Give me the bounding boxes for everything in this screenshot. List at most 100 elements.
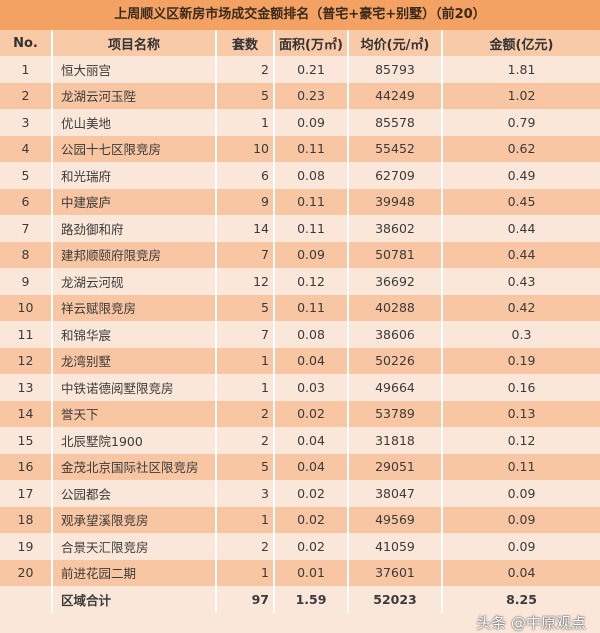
cell-name: 建邦顺颐府限竞房 (52, 241, 217, 268)
cell-units: 5 (216, 453, 275, 480)
table-row: 14 誉天下 2 0.02 53789 0.13 (0, 400, 600, 427)
cell-area: 0.11 (274, 188, 349, 215)
table-row: 10 祥云赋限竞房 5 0.11 40288 0.42 (0, 294, 600, 321)
cell-name: 金茂北京国际社区限竞房 (52, 453, 217, 480)
cell-price: 39948 (348, 188, 443, 215)
cell-name: 恒大丽宫 (52, 56, 217, 83)
table-row: 15 北辰墅院1900 2 0.04 31818 0.12 (0, 427, 600, 454)
cell-price: 40288 (348, 294, 443, 321)
table-row: 1 恒大丽宫 2 0.21 85793 1.81 (0, 56, 600, 83)
cell-units: 1 (216, 506, 275, 533)
cell-no: 8 (0, 241, 53, 268)
cell-price: 53789 (348, 400, 443, 427)
cell-area: 0.04 (274, 347, 349, 374)
cell-no: 4 (0, 135, 53, 162)
table-row: 19 合景天汇限竞房 2 0.02 41059 0.09 (0, 533, 600, 560)
cell-area: 0.04 (274, 427, 349, 454)
header-area: 面积(万㎡) (274, 30, 349, 56)
cell-price: 50226 (348, 347, 443, 374)
cell-name: 龙湾别墅 (52, 347, 217, 374)
cell-name: 誉天下 (52, 400, 217, 427)
cell-price: 31818 (348, 427, 443, 454)
cell-area: 0.02 (274, 533, 349, 560)
cell-amount: 0.3 (442, 321, 600, 348)
cell-no: 14 (0, 400, 53, 427)
cell-units: 2 (216, 400, 275, 427)
header-amount: 金额(亿元) (442, 30, 600, 56)
cell-units: 3 (216, 480, 275, 507)
cell-area: 0.12 (274, 268, 349, 295)
total-cell-units: 97 (216, 586, 275, 613)
cell-price: 38602 (348, 215, 443, 242)
cell-name: 祥云赋限竞房 (52, 294, 217, 321)
table-row: 13 中铁诺德阅墅限竞房 1 0.03 49664 0.16 (0, 374, 600, 401)
cell-units: 7 (216, 241, 275, 268)
cell-price: 36692 (348, 268, 443, 295)
cell-no: 11 (0, 321, 53, 348)
table-row: 3 优山美地 1 0.09 85578 0.79 (0, 109, 600, 136)
cell-price: 38047 (348, 480, 443, 507)
cell-name: 公园十七区限竞房 (52, 135, 217, 162)
cell-no: 18 (0, 506, 53, 533)
cell-area: 0.08 (274, 321, 349, 348)
cell-name: 公园都会 (52, 480, 217, 507)
cell-area: 0.11 (274, 294, 349, 321)
cell-amount: 0.44 (442, 241, 600, 268)
cell-no: 6 (0, 188, 53, 215)
cell-units: 6 (216, 162, 275, 189)
cell-name: 龙湖云河砚 (52, 268, 217, 295)
total-cell-price: 52023 (348, 586, 443, 613)
cell-price: 62709 (348, 162, 443, 189)
cell-amount: 0.44 (442, 215, 600, 242)
cell-name: 中建宸庐 (52, 188, 217, 215)
cell-amount: 0.13 (442, 400, 600, 427)
cell-amount: 0.09 (442, 533, 600, 560)
cell-area: 0.08 (274, 162, 349, 189)
cell-no: 9 (0, 268, 53, 295)
cell-amount: 0.19 (442, 347, 600, 374)
watermark-strip: 头条 @中原观点 (0, 612, 600, 633)
cell-units: 1 (216, 559, 275, 586)
cell-amount: 0.43 (442, 268, 600, 295)
cell-units: 2 (216, 427, 275, 454)
cell-amount: 0.11 (442, 453, 600, 480)
total-row: 区域合计 97 1.59 52023 8.25 (0, 586, 600, 613)
cell-no: 2 (0, 82, 53, 109)
cell-area: 0.09 (274, 109, 349, 136)
cell-area: 0.11 (274, 215, 349, 242)
ranking-table: No. 项目名称 套数 面积(万㎡) 均价(元/㎡) 金额(亿元) 1 恒大丽宫 2… (0, 30, 600, 613)
cell-amount: 1.02 (442, 82, 600, 109)
cell-no: 20 (0, 559, 53, 586)
cell-units: 1 (216, 347, 275, 374)
cell-name: 龙湖云河玉陛 (52, 82, 217, 109)
table-row: 20 前进花园二期 1 0.01 37601 0.04 (0, 559, 600, 586)
cell-price: 85793 (348, 56, 443, 83)
cell-name: 前进花园二期 (52, 559, 217, 586)
table-title: 上周顺义区新房市场成交金额排名（普宅+豪宅+别墅）（前20） (0, 0, 600, 30)
cell-name: 和锦华宸 (52, 321, 217, 348)
cell-no: 7 (0, 215, 53, 242)
cell-amount: 1.81 (442, 56, 600, 83)
cell-no: 1 (0, 56, 53, 83)
total-cell-name: 区域合计 (52, 586, 217, 613)
cell-price: 85578 (348, 109, 443, 136)
cell-price: 41059 (348, 533, 443, 560)
cell-price: 38606 (348, 321, 443, 348)
cell-amount: 0.09 (442, 506, 600, 533)
total-cell-amount: 8.25 (442, 586, 600, 613)
table-row: 4 公园十七区限竞房 10 0.11 55452 0.62 (0, 135, 600, 162)
header-units: 套数 (216, 30, 275, 56)
cell-no: 13 (0, 374, 53, 401)
cell-name: 和光瑞府 (52, 162, 217, 189)
cell-name: 中铁诺德阅墅限竞房 (52, 374, 217, 401)
cell-no: 5 (0, 162, 53, 189)
cell-no: 12 (0, 347, 53, 374)
cell-area: 0.21 (274, 56, 349, 83)
table-row: 11 和锦华宸 7 0.08 38606 0.3 (0, 321, 600, 348)
cell-area: 0.02 (274, 480, 349, 507)
cell-amount: 0.12 (442, 427, 600, 454)
cell-area: 0.02 (274, 506, 349, 533)
cell-units: 10 (216, 135, 275, 162)
cell-units: 14 (216, 215, 275, 242)
cell-no: 17 (0, 480, 53, 507)
